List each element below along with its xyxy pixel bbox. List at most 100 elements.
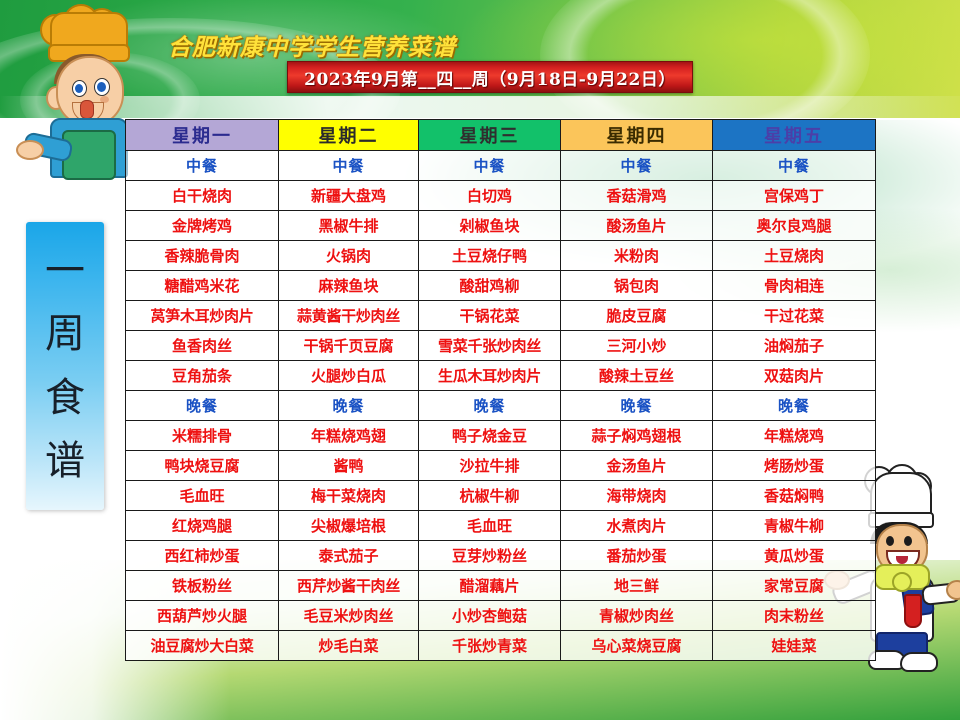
dish-cell: 黑椒牛排 [278,210,419,241]
table-row: 红烧鸡腿 尖椒爆培根 毛血旺 水煮肉片 青椒牛柳 [125,510,876,541]
weekly-menu-table: 星期一 星期二 星期三 星期四 星期五 中餐 中餐 中餐 中餐 中餐 白干烧肉 新疆大盘鸡白… [125,119,876,661]
dish-cell: 麻辣鱼块 [278,270,419,301]
dish-cell: 油焖茄子 [712,330,876,361]
dish-cell: 香菇焖鸭 [712,480,876,511]
meal-label-cell: 晚餐 [418,390,561,421]
dish-cell: 鱼香肉丝 [125,330,279,361]
dish-cell: 酸辣土豆丝 [560,360,713,391]
cartoon-boy-icon [16,4,148,180]
dish-cell: 年糕烧鸡翅 [278,420,419,451]
dish-cell: 地三鲜 [560,570,713,601]
meal-label-cell: 中餐 [712,150,876,181]
dish-cell: 铁板粉丝 [125,570,279,601]
side-banner-char-4: 谱 [45,437,85,484]
dish-cell: 沙拉牛排 [418,450,561,481]
table-row: 鸭块烧豆腐 酱鸭 沙拉牛排 金汤鱼片 烤肠炒蛋 [125,450,876,481]
dish-cell: 干锅千页豆腐 [278,330,419,361]
dish-cell: 米糯排骨 [125,420,279,451]
dish-cell: 土豆烧仔鸭 [418,240,561,271]
dish-cell: 黄瓜炒蛋 [712,540,876,571]
dish-cell: 西芹炒酱干肉丝 [278,570,419,601]
dish-cell: 醋溜藕片 [418,570,561,601]
meal-label-row: 晚餐 晚餐 晚餐 晚餐 晚餐 [125,390,876,421]
table-row: 豆角茄条 火腿炒白瓜 生瓜木耳炒肉片 酸辣土豆丝 双菇肉片 [125,360,876,391]
dish-cell: 鸭块烧豆腐 [125,450,279,481]
dish-cell: 香菇滑鸡 [560,180,713,211]
dish-cell: 金牌烤鸡 [125,210,279,241]
dish-cell: 肉末粉丝 [712,600,876,631]
dish-cell: 宫保鸡丁 [712,180,876,211]
dish-cell: 火腿炒白瓜 [278,360,419,391]
dish-cell: 毛血旺 [418,510,561,541]
week-banner: 2023年9月第__四__周（9月18日-9月22日） [287,61,693,93]
dish-cell: 奥尔良鸡腿 [712,210,876,241]
meal-label-cell: 晚餐 [560,390,713,421]
dish-cell: 土豆烧肉 [712,240,876,271]
dish-cell: 乌心菜烧豆腐 [560,630,713,661]
dish-cell: 炒毛白菜 [278,630,419,661]
dish-cell: 油豆腐炒大白菜 [125,630,279,661]
dish-cell: 杭椒牛柳 [418,480,561,511]
dish-cell: 生瓜木耳炒肉片 [418,360,561,391]
dish-cell: 番茄炒蛋 [560,540,713,571]
table-row: 毛血旺 梅干菜烧肉 杭椒牛柳 海带烧肉 香菇焖鸭 [125,480,876,511]
table-row: 铁板粉丝 西芹炒酱干肉丝 醋溜藕片 地三鲜 家常豆腐 [125,570,876,601]
meal-label-cell: 中餐 [560,150,713,181]
dish-cell: 三河小炒 [560,330,713,361]
dish-cell: 海带烧肉 [560,480,713,511]
dish-cell: 蒜黄酱干炒肉丝 [278,300,419,331]
dish-cell: 青椒牛柳 [712,510,876,541]
table-row: 糖醋鸡米花 麻辣鱼块 酸甜鸡柳 锅包肉 骨肉相连 [125,270,876,301]
meal-label-cell: 晚餐 [712,390,876,421]
side-banner-char-2: 周 [45,311,85,358]
table-row: 莴笋木耳炒肉片 蒜黄酱干炒肉丝 干锅花菜 脆皮豆腐 干过花菜 [125,300,876,331]
dish-cell: 锅包肉 [560,270,713,301]
dish-cell: 白干烧肉 [125,180,279,211]
meal-label-cell: 晚餐 [125,390,279,421]
dish-cell: 金汤鱼片 [560,450,713,481]
meal-label-cell: 中餐 [418,150,561,181]
dish-cell: 毛血旺 [125,480,279,511]
dish-cell: 脆皮豆腐 [560,300,713,331]
dish-cell: 干过花菜 [712,300,876,331]
dish-cell: 梅干菜烧肉 [278,480,419,511]
week-banner-label: 2023年9月第__四__周（9月18日-9月22日） [304,69,676,90]
dish-cell: 豆芽炒粉丝 [418,540,561,571]
dish-cell: 娃娃菜 [712,630,876,661]
day-header-monday: 星期一 [125,119,279,151]
dish-cell: 糖醋鸡米花 [125,270,279,301]
dish-cell: 米粉肉 [560,240,713,271]
table-row: 米糯排骨 年糕烧鸡翅 鸭子烧金豆 蒜子焖鸡翅根 年糕烧鸡 [125,420,876,451]
table-row: 白干烧肉 新疆大盘鸡 白切鸡 香菇滑鸡 宫保鸡丁 [125,180,876,211]
page-title: 合肥新康中学学生营养菜谱 [168,34,456,61]
dish-cell: 小炒杏鲍菇 [418,600,561,631]
dish-cell: 西葫芦炒火腿 [125,600,279,631]
dish-cell: 白切鸡 [418,180,561,211]
table-row: 西葫芦炒火腿 毛豆米炒肉丝 小炒杏鲍菇 青椒炒肉丝 肉末粉丝 [125,600,876,631]
table-header-row: 星期一 星期二 星期三 星期四 星期五 [125,119,876,151]
dish-cell: 新疆大盘鸡 [278,180,419,211]
side-banner-weekly-menu: 一 周 食 谱 [26,222,104,510]
dish-cell: 豆角茄条 [125,360,279,391]
table-row: 鱼香肉丝 干锅千页豆腐 雪菜千张炒肉丝 三河小炒 油焖茄子 [125,330,876,361]
dish-cell: 火锅肉 [278,240,419,271]
dish-cell: 西红柿炒蛋 [125,540,279,571]
meal-label-row: 中餐 中餐 中餐 中餐 中餐 [125,150,876,181]
dish-cell: 蒜子焖鸡翅根 [560,420,713,451]
day-header-wednesday: 星期三 [418,119,561,151]
dish-cell: 烤肠炒蛋 [712,450,876,481]
day-header-friday: 星期五 [712,119,876,151]
dish-cell: 骨肉相连 [712,270,876,301]
side-banner-char-1: 一 [45,248,85,295]
table-row: 油豆腐炒大白菜 炒毛白菜 千张炒青菜 乌心菜烧豆腐 娃娃菜 [125,630,876,661]
dish-cell: 酸汤鱼片 [560,210,713,241]
meal-label-cell: 晚餐 [278,390,419,421]
dish-cell: 雪菜千张炒肉丝 [418,330,561,361]
dish-cell: 红烧鸡腿 [125,510,279,541]
dish-cell: 年糕烧鸡 [712,420,876,451]
dish-cell: 青椒炒肉丝 [560,600,713,631]
dish-cell: 香辣脆骨肉 [125,240,279,271]
dish-cell: 酱鸭 [278,450,419,481]
dish-cell: 干锅花菜 [418,300,561,331]
